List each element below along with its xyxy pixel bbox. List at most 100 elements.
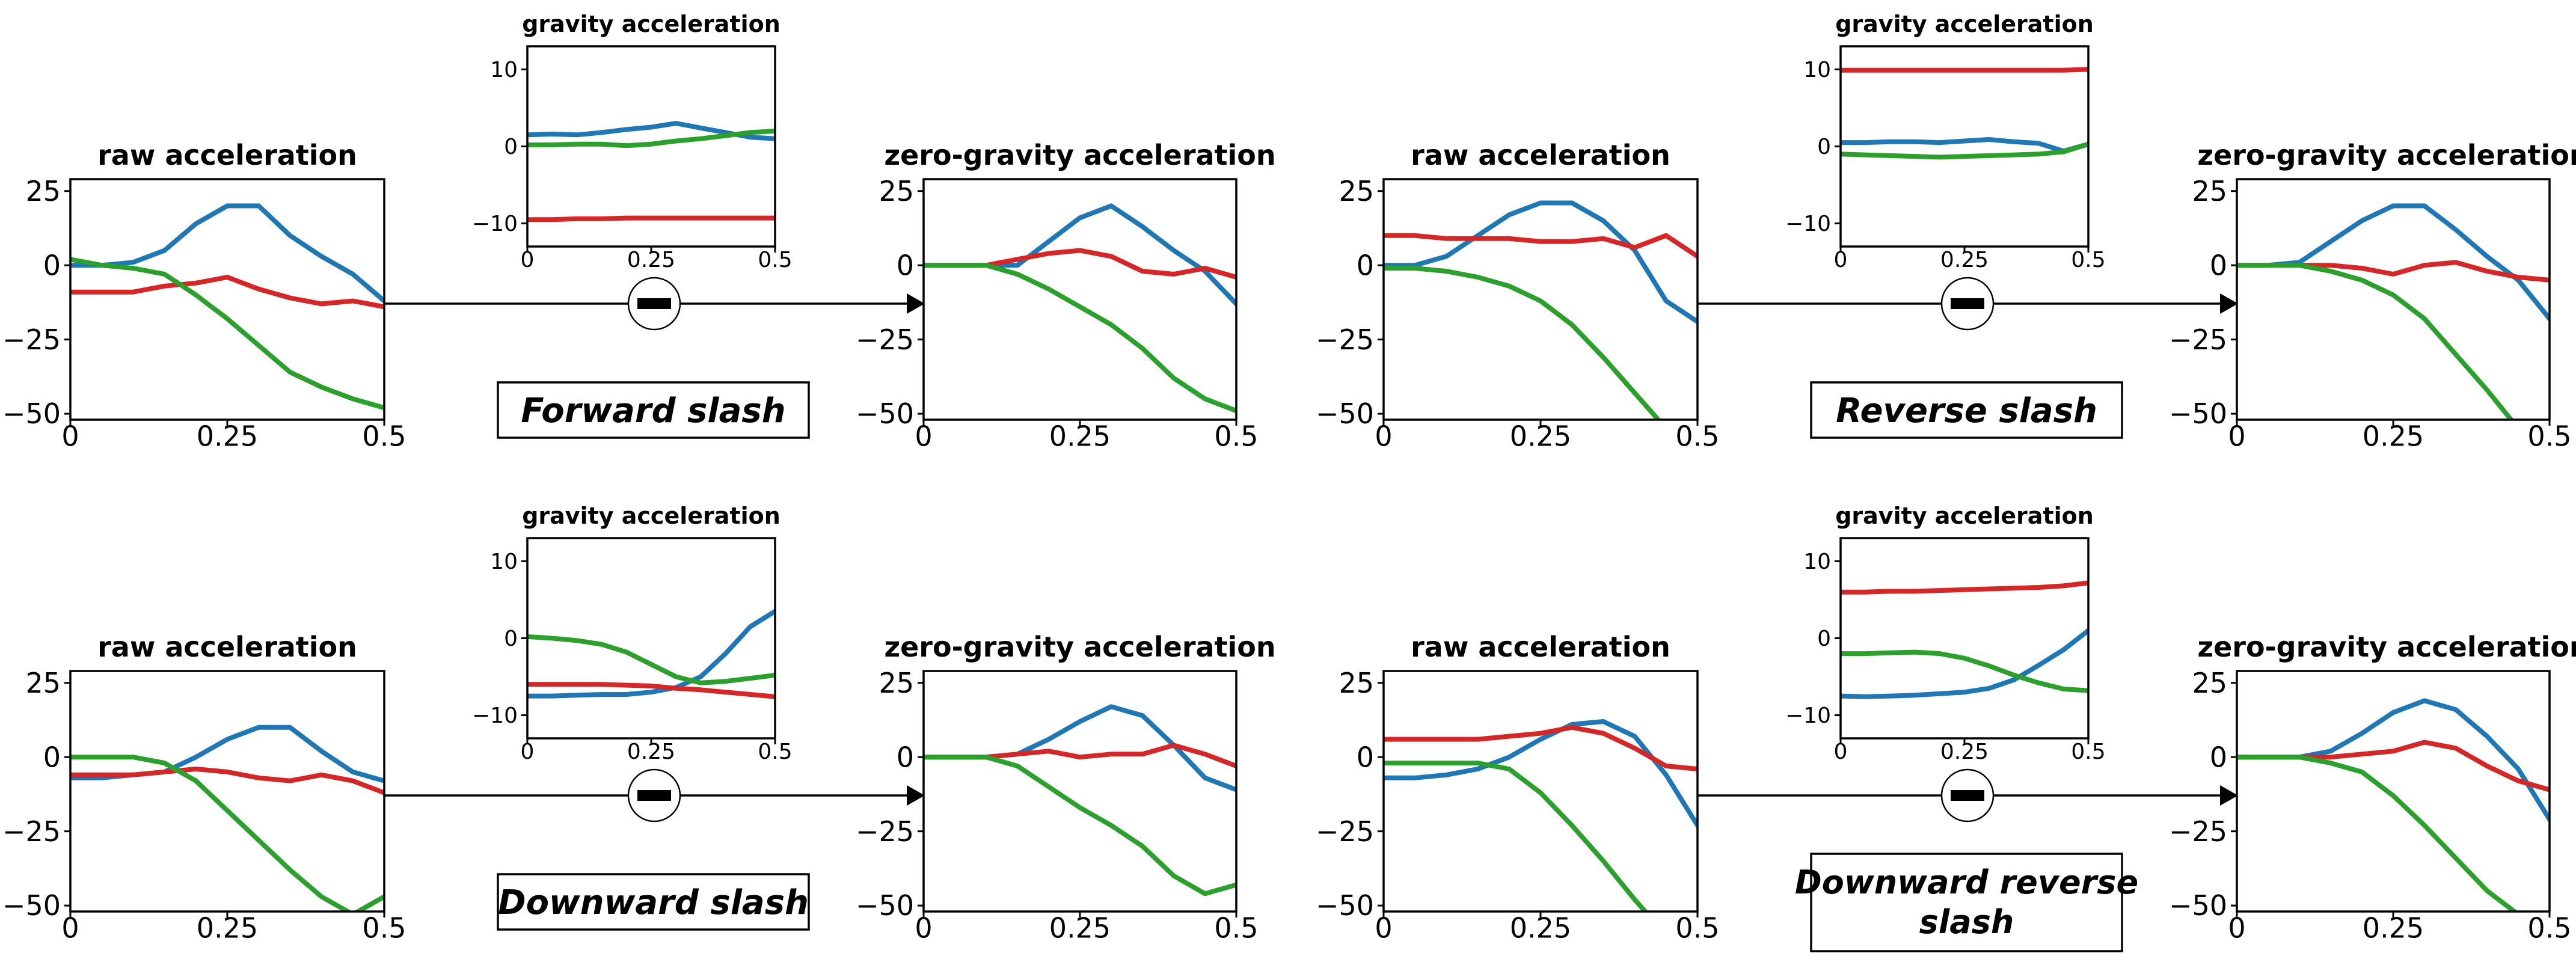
x-tick-label: 0.25 xyxy=(1510,912,1571,945)
x-tick-label: 0.5 xyxy=(1214,420,1258,453)
y-tick-label: 0 xyxy=(1357,741,1374,773)
y-tick-label: −25 xyxy=(2,323,61,356)
y-tick-label: −10 xyxy=(472,703,518,728)
series-line-blue xyxy=(924,203,1236,307)
motion-label-line: Downward reverse xyxy=(1795,863,2138,901)
x-tick-label: 0.25 xyxy=(1049,912,1111,945)
y-tick-label: 0 xyxy=(43,741,61,773)
x-tick-label: 0.5 xyxy=(758,248,792,272)
motion-label: Reverse slash xyxy=(1836,391,2097,430)
x-tick-label: 0 xyxy=(1375,420,1392,453)
y-tick-label: 0 xyxy=(897,741,914,773)
x-tick-label: 0 xyxy=(915,912,932,945)
series-line-green xyxy=(2237,263,2515,420)
axes-title: raw acceleration xyxy=(1411,631,1670,663)
x-tick-label: 0 xyxy=(61,912,79,945)
y-tick-label: 0 xyxy=(897,249,914,281)
y-tick-label: −25 xyxy=(2169,815,2227,848)
y-tick-label: 25 xyxy=(25,667,61,699)
y-tick-label: −25 xyxy=(856,323,914,356)
x-tick-label: 0.5 xyxy=(1675,912,1719,945)
y-tick-label: 0 xyxy=(2210,741,2227,773)
series-line-blue xyxy=(527,608,775,699)
minus-icon xyxy=(1951,790,1984,801)
series-line-red xyxy=(527,682,775,699)
x-tick-label: 0 xyxy=(1834,248,1848,272)
x-tick-label: 0.25 xyxy=(1049,420,1111,453)
y-tick-label: −10 xyxy=(472,212,518,236)
axes-title: zero-gravity acceleration xyxy=(884,139,1275,171)
x-tick-label: 0.5 xyxy=(362,420,406,453)
y-tick-label: −10 xyxy=(1785,212,1831,236)
y-tick-label: 25 xyxy=(1339,175,1374,207)
axes-frame xyxy=(1839,537,2090,740)
x-tick-label: 0 xyxy=(521,248,535,272)
series-line-blue xyxy=(1384,200,1697,324)
axes-title: raw acceleration xyxy=(97,631,357,663)
series-line-green xyxy=(1841,649,2088,693)
arrow-head xyxy=(2220,785,2238,806)
y-tick-label: −50 xyxy=(856,397,914,430)
series-line-blue xyxy=(1841,137,2088,154)
x-tick-label: 0.5 xyxy=(758,740,792,764)
x-tick-label: 0.5 xyxy=(2071,248,2105,272)
y-tick-label: −25 xyxy=(856,815,914,848)
x-tick-label: 0.25 xyxy=(1510,420,1571,453)
x-tick-label: 0.25 xyxy=(627,740,675,764)
arrow-head xyxy=(907,293,925,314)
y-tick-label: −50 xyxy=(2,889,61,922)
motion-label: Forward slash xyxy=(521,391,785,430)
motion-label-box xyxy=(497,381,810,439)
series-line-red xyxy=(1841,580,2088,595)
y-tick-label: −25 xyxy=(1316,815,1374,848)
series-line-red xyxy=(527,215,775,222)
x-tick-label: 0 xyxy=(521,740,535,764)
y-tick-label: 0 xyxy=(43,249,61,281)
y-tick-label: −50 xyxy=(2169,889,2227,922)
y-tick-label: 25 xyxy=(879,175,914,207)
y-tick-label: −50 xyxy=(856,889,914,922)
x-tick-label: 0.25 xyxy=(1940,740,1989,764)
series-line-green xyxy=(70,755,384,911)
series-line-red xyxy=(1384,233,1697,259)
axes-frame xyxy=(2236,670,2551,913)
x-tick-label: 0 xyxy=(2228,420,2245,453)
axes-title: zero-gravity acceleration xyxy=(884,631,1275,663)
series-line-blue xyxy=(2237,203,2550,322)
y-tick-label: 25 xyxy=(879,667,914,699)
series-line-blue xyxy=(1841,628,2088,699)
series-line-blue xyxy=(70,203,384,304)
y-tick-label: 0 xyxy=(1357,249,1374,281)
motion-label: Downward reverse slash xyxy=(1795,863,2138,941)
axes-frame xyxy=(922,670,1237,913)
axes-title: gravity acceleration xyxy=(522,11,780,37)
y-tick-label: 25 xyxy=(25,175,61,207)
series-line-green xyxy=(1384,266,1662,420)
x-tick-label: 0.5 xyxy=(362,912,406,945)
minus-icon xyxy=(637,790,671,801)
y-tick-label: −25 xyxy=(2,815,61,848)
series-line-red xyxy=(70,767,384,795)
y-tick-label: −50 xyxy=(1316,889,1374,922)
axes-title: zero-gravity acceleration xyxy=(2197,139,2576,171)
motion-label-box xyxy=(1810,853,2123,952)
y-tick-label: −25 xyxy=(1316,323,1374,356)
y-tick-label: 10 xyxy=(1803,58,1831,82)
y-tick-label: 25 xyxy=(2192,175,2227,207)
axes-title: gravity acceleration xyxy=(1835,11,2094,37)
axes-title: zero-gravity acceleration xyxy=(2197,631,2576,663)
arrow-head xyxy=(907,785,925,806)
axes-title: gravity acceleration xyxy=(1835,503,2094,529)
y-tick-label: −50 xyxy=(2,397,61,430)
series-line-green xyxy=(527,128,775,149)
minus-icon xyxy=(637,298,671,309)
motion-label-line: slash xyxy=(1919,903,2014,941)
x-tick-label: 0.5 xyxy=(1214,912,1258,945)
series-line-green xyxy=(2237,755,2519,911)
series-line-blue xyxy=(1384,719,1697,828)
y-tick-label: 0 xyxy=(1817,135,1831,159)
